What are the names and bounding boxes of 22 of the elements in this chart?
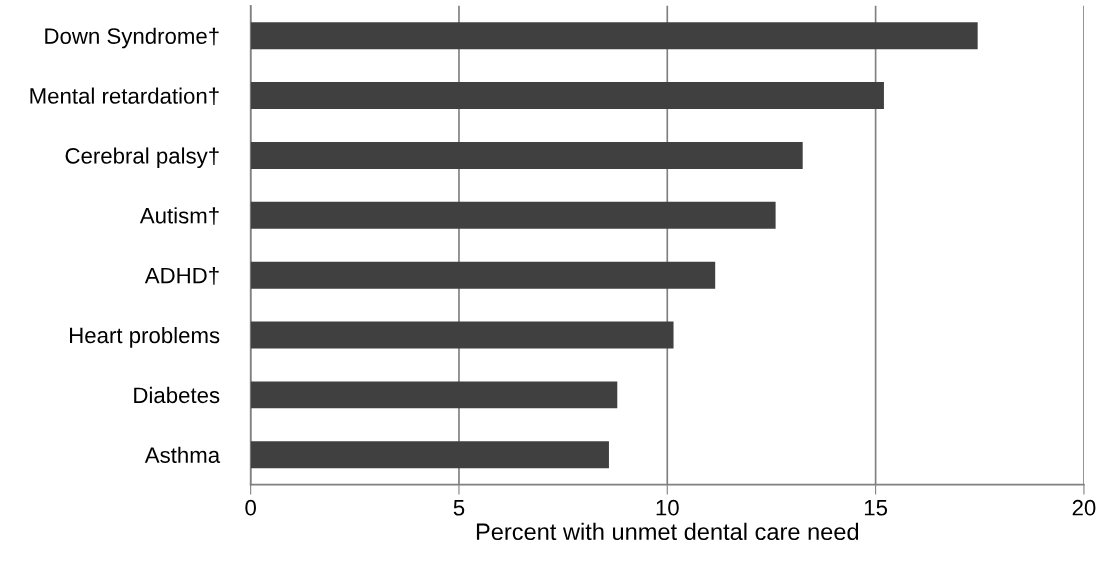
- x-axis-title: Percent with unmet dental care need: [476, 522, 859, 541]
- y-tick-label: Down Syndrome†: [45, 27, 219, 49]
- bar: [250, 261, 716, 289]
- x-tick-label: 0: [245, 499, 256, 516]
- y-tick-label: Asthma: [144, 446, 221, 464]
- x-tick-label: 20: [1072, 499, 1096, 516]
- x-tick-label: 5: [453, 500, 465, 516]
- x-tick-label: 10: [656, 499, 679, 516]
- y-tick-label: Heart problems: [70, 326, 220, 348]
- bar: [250, 201, 776, 229]
- bar: [250, 22, 978, 50]
- bar: [250, 82, 884, 110]
- y-tick-label: Diabetes: [134, 386, 220, 404]
- y-tick-label: Cerebral palsy†: [65, 147, 219, 169]
- y-tick-label: Mental retardation†: [30, 87, 219, 106]
- y-tick-label: Autism†: [139, 207, 219, 225]
- bar: [250, 441, 609, 469]
- y-tick-label: ADHD†: [144, 267, 219, 285]
- bar: [250, 321, 674, 349]
- bar: [250, 141, 803, 169]
- x-tick-label: 15: [864, 500, 888, 516]
- bar: [250, 381, 618, 409]
